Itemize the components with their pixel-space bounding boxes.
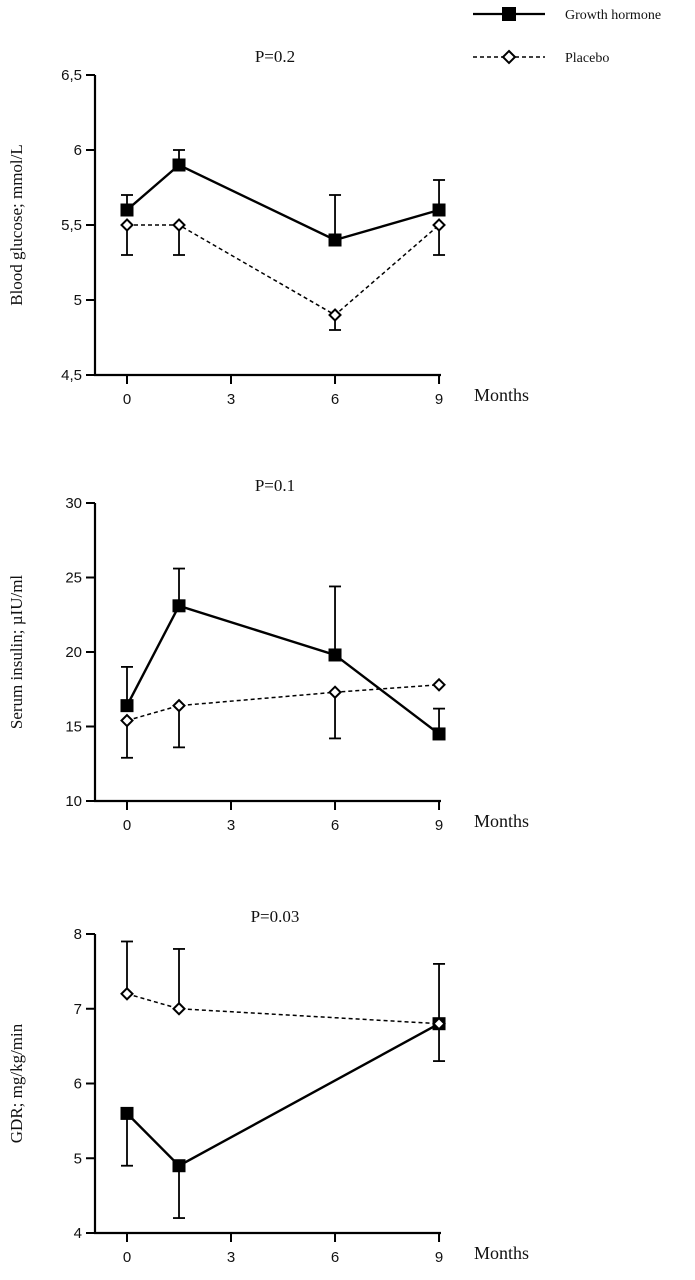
series-line-placebo [127,224,440,316]
series-line-growth-hormone [125,604,440,735]
y-tick-label: 4 [74,1225,82,1242]
data-point-placebo [432,677,446,692]
series-line-growth-hormone [126,1022,440,1168]
y-tick-label: 10 [65,793,82,810]
y-tick-label: 6,5 [61,67,82,84]
data-point-placebo [172,698,186,713]
series-growth-hormone [120,149,446,247]
data-point-growth-hormone [172,599,186,613]
y-axis-label: Blood glucose; mmol/L [7,144,26,306]
x-tick-label: 3 [227,391,235,408]
data-point-growth-hormone [432,203,446,217]
chart-panel-3: P=0.03 GDR; mg/kg/min Months 4 5 6 7 8 0 3 6 9 [7,907,529,1266]
y-tick-label: 4,5 [61,367,82,384]
y-axis-label: Serum insulin; µIU/ml [7,575,26,730]
series-placebo [120,218,446,331]
x-axis-label: Months [474,811,529,831]
x-tick-label: 0 [123,1249,131,1266]
x-tick-label: 6 [331,1249,339,1266]
data-point-placebo [328,308,342,322]
data-point-placebo [172,1001,186,1016]
y-tick-label: 7 [74,1001,82,1018]
data-point-growth-hormone [432,727,446,741]
y-tick-label: 6 [74,142,82,159]
series-line-placebo [126,993,440,1025]
x-tick-label: 3 [227,1249,235,1266]
y-tick-label: 5,5 [61,217,82,234]
series-growth-hormone [120,1017,446,1219]
data-point-placebo [432,218,446,232]
data-point-placebo [432,1016,446,1031]
legend-entry-placebo: Placebo [473,49,609,66]
y-axis-label: GDR; mg/kg/min [7,1023,26,1143]
data-point-growth-hormone [328,648,342,662]
data-point-growth-hormone [120,203,134,217]
legend-entry-growth-hormone: Growth hormone [473,7,661,23]
legend-label-placebo: Placebo [565,51,609,66]
chart-panel-2: P=0.1 Serum insulin; µIU/ml Months 10 15 20 25… [7,476,529,834]
y-tick-label: 20 [65,644,82,661]
x-tick-label: 9 [435,1249,443,1266]
legend: Growth hormone Placebo [473,7,661,66]
series-line-growth-hormone [126,163,440,242]
chart-title: P=0.03 [251,907,300,926]
legend-label-growth-hormone: Growth hormone [565,8,661,23]
data-point-placebo [172,218,186,232]
data-point-placebo [120,986,134,1001]
legend-marker-growth-hormone [502,7,516,21]
series-growth-hormone [120,567,446,741]
x-tick-label: 6 [331,391,339,408]
y-tick-label: 5 [74,292,82,309]
data-point-growth-hormone [328,233,342,247]
x-axis-label: Months [474,1243,529,1263]
chart-panel-1: P=0.2 Blood glucose; mmol/L Months 4,5 5 5,5 6… [7,47,529,408]
series-placebo [120,940,446,1031]
x-tick-label: 0 [123,391,131,408]
data-point-growth-hormone [120,699,134,713]
data-point-placebo [328,685,342,700]
x-tick-label: 9 [435,817,443,834]
y-tick-label: 25 [65,570,82,587]
series-placebo [120,677,446,759]
y-tick-label: 5 [74,1150,82,1167]
x-tick-label: 3 [227,817,235,834]
chart-title: P=0.2 [255,47,295,66]
legend-marker-placebo [501,49,517,65]
x-tick-label: 9 [435,391,443,408]
x-tick-label: 0 [123,817,131,834]
y-tick-label: 8 [74,926,82,943]
x-axis-label: Months [474,385,529,405]
x-tick-label: 6 [331,817,339,834]
y-tick-label: 15 [65,719,82,736]
series-line-placebo [126,684,440,722]
chart-title: P=0.1 [255,476,295,495]
data-point-growth-hormone [172,158,186,172]
y-tick-label: 6 [74,1076,82,1093]
y-tick-label: 30 [65,495,82,512]
data-point-growth-hormone [172,1159,186,1173]
data-point-placebo [120,218,134,232]
data-point-growth-hormone [120,1106,134,1120]
data-point-placebo [120,713,134,728]
